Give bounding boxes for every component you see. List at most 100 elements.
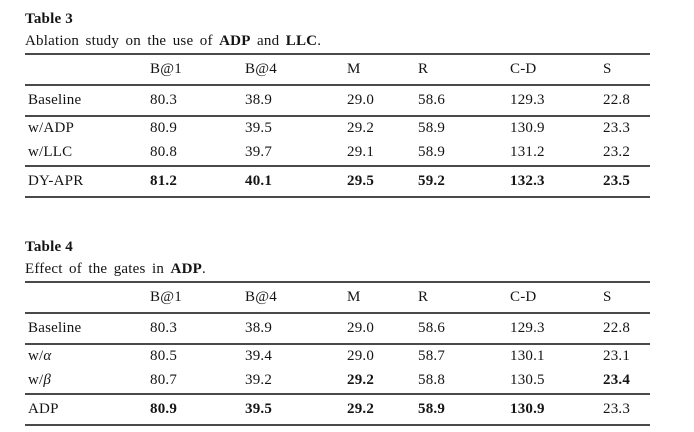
metric-value: 58.8	[418, 372, 446, 388]
table3-body: Baseline 80.3 38.9 29.0 58.6 129.3 22.8 w/ADP 80…	[25, 85, 650, 197]
metric-value: 132.3	[510, 173, 545, 189]
metric-value: 58.9	[418, 120, 446, 136]
metric-value: 23.5	[603, 173, 631, 189]
column-header: R	[418, 61, 429, 77]
caption-emphasis: ADP	[170, 261, 202, 277]
table-row: Baseline 80.3 38.9 29.0 58.6 129.3 22.8	[25, 85, 650, 116]
metric-value: 131.2	[510, 144, 545, 160]
column-header: C-D	[510, 289, 537, 305]
column-header: B@4	[245, 61, 277, 77]
metric-value: 29.0	[347, 92, 375, 108]
column-header: M	[347, 289, 361, 305]
table-row: w/ADP 80.9 39.5 29.2 58.9 130.9 23.3	[25, 116, 650, 141]
metric-value: 29.2	[347, 401, 375, 417]
metric-value: 80.9	[150, 401, 178, 417]
table4-header: B@1 B@4 M R C-D S	[25, 282, 650, 313]
table-row: w/α 80.5 39.4 29.0 58.7 130.1 23.1	[25, 344, 650, 369]
column-header: S	[603, 61, 612, 77]
table-row: Baseline 80.3 38.9 29.0 58.6 129.3 22.8	[25, 313, 650, 344]
column-header	[25, 282, 147, 313]
metric-value: 23.3	[603, 120, 631, 136]
metric-value: 58.6	[418, 92, 446, 108]
metric-value: 29.0	[347, 320, 375, 336]
metric-value: 23.4	[603, 372, 631, 388]
table4-caption: Effect of the gates in ADP.	[25, 258, 650, 281]
metric-value: 130.9	[510, 401, 545, 417]
metric-value: 29.5	[347, 173, 375, 189]
metric-value: 23.3	[603, 401, 631, 417]
metric-value: 59.2	[418, 173, 446, 189]
metric-value: 129.3	[510, 320, 545, 336]
table3-title: Table 3	[25, 11, 73, 27]
metric-value: 29.2	[347, 372, 375, 388]
column-header: B@4	[245, 289, 277, 305]
row-label: w/ADP	[28, 120, 75, 136]
table-row: w/β 80.7 39.2 29.2 58.8 130.5 23.4	[25, 369, 650, 394]
row-label: w/α	[28, 348, 52, 364]
column-header	[25, 54, 147, 85]
greek-symbol: α	[43, 348, 52, 364]
column-header: R	[418, 289, 429, 305]
table4-body: Baseline 80.3 38.9 29.0 58.6 129.3 22.8 w/α 80.5…	[25, 313, 650, 425]
greek-symbol: β	[43, 372, 52, 388]
metric-value: 38.9	[245, 320, 273, 336]
table4-title: Table 4	[25, 239, 73, 255]
caption-text: Ablation study on the use of	[25, 33, 220, 49]
column-header: S	[603, 289, 612, 305]
table3-caption: Ablation study on the use of ADP and LLC…	[25, 30, 650, 53]
table3-header: B@1 B@4 M R C-D S	[25, 54, 650, 85]
metric-value: 80.3	[150, 92, 178, 108]
metric-value: 58.7	[418, 348, 446, 364]
metric-value: 23.1	[603, 348, 631, 364]
table-row: DY-APR 81.2 40.1 29.5 59.2 132.3 23.5	[25, 166, 650, 197]
table-row: ADP 80.9 39.5 29.2 58.9 130.9 23.3	[25, 394, 650, 425]
table4-block: Table 4 Effect of the gates in ADP. B@1 B…	[25, 236, 650, 426]
metric-value: 58.9	[418, 401, 446, 417]
column-header: M	[347, 61, 361, 77]
metric-value: 39.5	[245, 401, 273, 417]
metric-value: 22.8	[603, 92, 631, 108]
metric-value: 39.5	[245, 120, 273, 136]
metric-value: 23.2	[603, 144, 631, 160]
metric-value: 22.8	[603, 320, 631, 336]
table3-ablation-table: B@1 B@4 M R C-D S Baseline 80.3 38.9 29.0 58.6 129…	[25, 53, 650, 198]
metric-value: 58.6	[418, 320, 446, 336]
metric-value: 130.5	[510, 372, 545, 388]
table4-gates-table: B@1 B@4 M R C-D S Baseline 80.3 38.9 29.0 58.6 129…	[25, 281, 650, 426]
row-label: Baseline	[28, 92, 82, 108]
header-row: B@1 B@4 M R C-D S	[25, 54, 650, 85]
caption-emphasis: LLC	[285, 33, 318, 49]
metric-value: 40.1	[245, 173, 273, 189]
row-label: w/β	[28, 372, 52, 388]
caption-text: .	[317, 33, 322, 49]
row-label: ADP	[28, 401, 59, 417]
caption-text: and	[250, 33, 286, 49]
column-header: B@1	[150, 61, 182, 77]
metric-value: 130.1	[510, 348, 545, 364]
metric-value: 80.7	[150, 372, 178, 388]
metric-value: 38.9	[245, 92, 273, 108]
metric-value: 80.8	[150, 144, 178, 160]
metric-value: 29.0	[347, 348, 375, 364]
metric-value: 58.9	[418, 144, 446, 160]
row-label: w/LLC	[28, 144, 73, 160]
metric-value: 39.7	[245, 144, 273, 160]
table3-block: Table 3 Ablation study on the use of ADP…	[25, 8, 650, 198]
row-label: DY-APR	[28, 173, 84, 189]
column-header: C-D	[510, 61, 537, 77]
metric-value: 29.2	[347, 120, 375, 136]
metric-value: 130.9	[510, 120, 545, 136]
header-row: B@1 B@4 M R C-D S	[25, 282, 650, 313]
metric-value: 129.3	[510, 92, 545, 108]
metric-value: 39.4	[245, 348, 273, 364]
row-label: Baseline	[28, 320, 82, 336]
metric-value: 80.9	[150, 120, 178, 136]
caption-text: Effect of the gates in	[25, 261, 171, 277]
metric-value: 81.2	[150, 173, 178, 189]
metric-value: 29.1	[347, 144, 375, 160]
metric-value: 39.2	[245, 372, 273, 388]
caption-text: .	[201, 261, 206, 277]
caption-emphasis: ADP	[219, 33, 251, 49]
table-row: w/LLC 80.8 39.7 29.1 58.9 131.2 23.2	[25, 141, 650, 166]
